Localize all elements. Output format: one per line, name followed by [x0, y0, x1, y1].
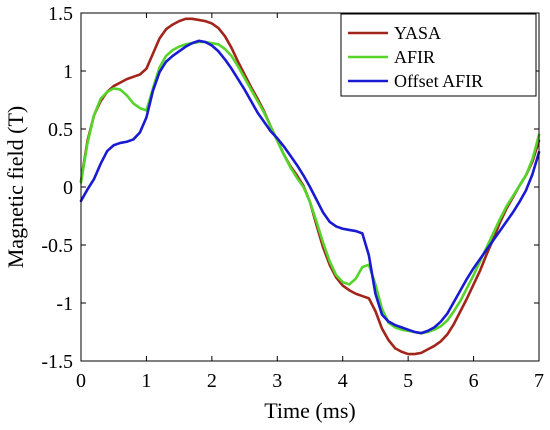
series-line-offset-afir: [79, 39, 541, 335]
x-tick-label: 6: [469, 370, 479, 392]
y-tick-label: -0.5: [41, 235, 73, 257]
x-tick-label: 4: [338, 370, 348, 392]
legend-label: AFIR: [394, 47, 435, 67]
x-tick-label: 1: [141, 370, 151, 392]
y-tick-label: 1.5: [48, 3, 73, 25]
y-tick-label: 0: [63, 177, 73, 199]
x-tick-label: 7: [534, 370, 544, 392]
y-tick-label: -1: [56, 293, 73, 315]
series-layer: [79, 17, 541, 356]
x-tick-label: 5: [403, 370, 413, 392]
y-tick-label: -1.5: [41, 351, 73, 373]
x-axis-label: Time (ms): [264, 398, 355, 423]
legend-label: Offset AFIR: [394, 71, 483, 91]
legend: YASA AFIR Offset AFIR: [340, 13, 537, 97]
y-tick-label: 1: [63, 61, 73, 83]
legend-label: YASA: [394, 23, 441, 43]
x-tick-label: 2: [207, 370, 217, 392]
legend-box: [340, 13, 537, 97]
x-tick-label: 3: [272, 370, 282, 392]
y-axis-label: Magnetic field (T): [3, 106, 28, 269]
x-tick-label: 0: [76, 370, 86, 392]
y-axis-ticks: -1.5 -1 -0.5 0 0.5 1 1.5: [41, 3, 539, 373]
y-tick-label: 0.5: [48, 119, 73, 141]
